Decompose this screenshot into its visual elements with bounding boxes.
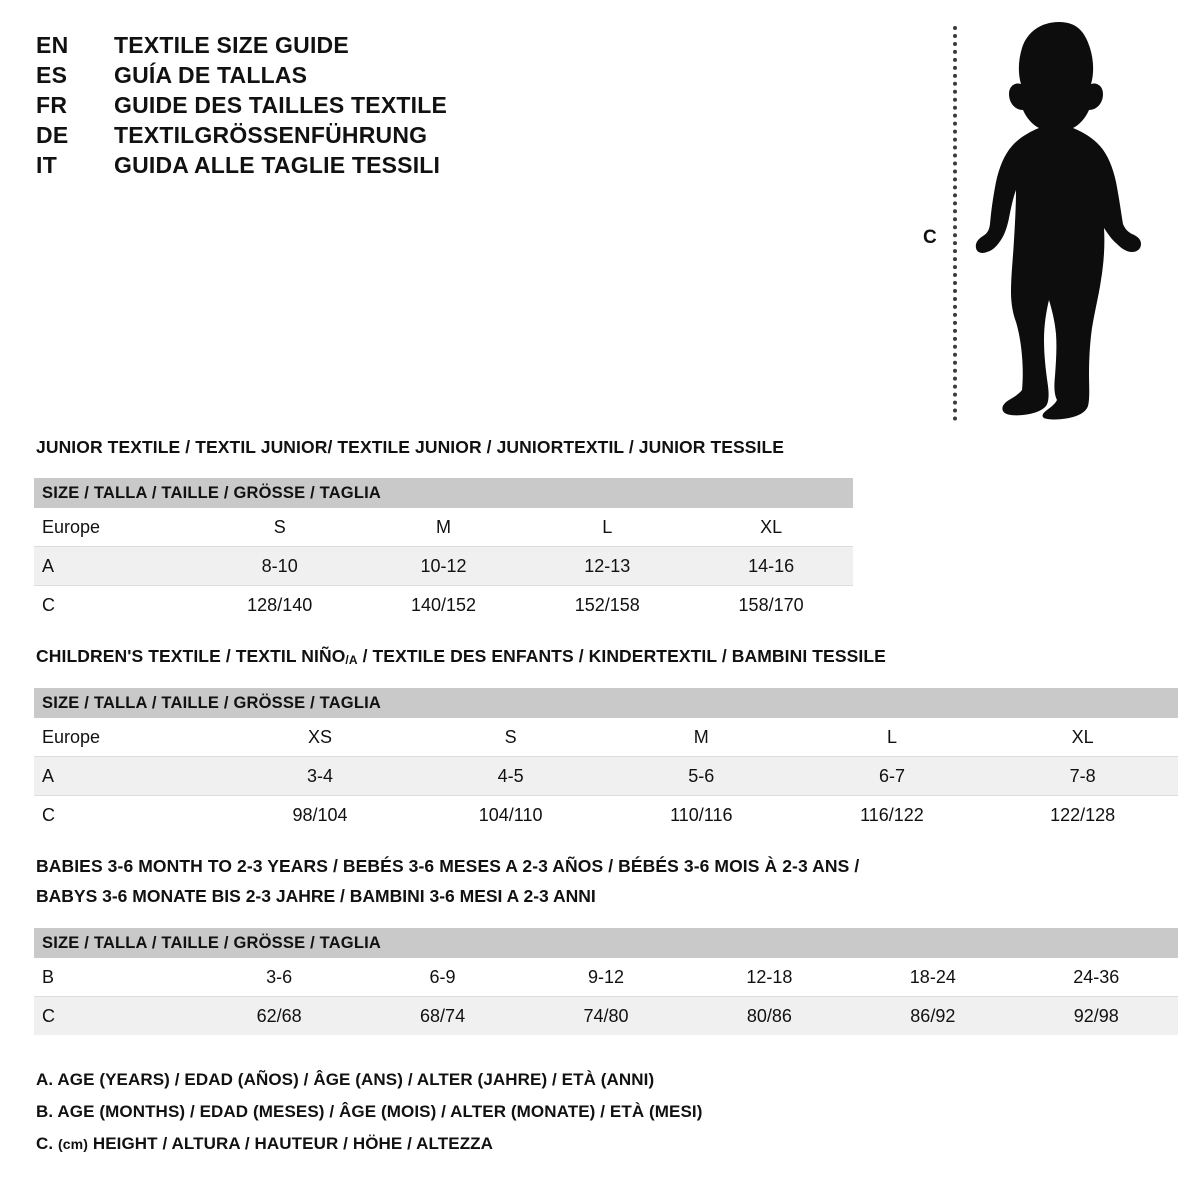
children-row-c-cell-2: 110/116: [605, 795, 797, 834]
junior-row-europe-cell-3: XL: [689, 508, 853, 547]
babies-row-b-label: B: [34, 958, 198, 997]
language-title-fr: GUIDE DES TAILLES TEXTILE: [114, 92, 447, 118]
legend-line-a: A. AGE (YEARS) / EDAD (AÑOS) / ÂGE (ANS)…: [36, 1070, 655, 1089]
babies-row-b-cell-0: 3-6: [197, 958, 361, 997]
junior-table-band-row: SIZE / TALLA / TAILLE / GRÖSSE / TAGLIA: [34, 478, 853, 508]
junior-row-a-cell-1: 10-12: [361, 546, 526, 586]
children-row-a: A 3-4 4-5 5-6 6-7 7-8: [34, 756, 1178, 796]
junior-row-a-cell-3: 14-16: [689, 546, 853, 586]
babies-table-band-row: SIZE / TALLA / TAILLE / GRÖSSE / TAGLIA: [34, 928, 1178, 958]
children-row-a-cell-3: 6-7: [796, 756, 988, 796]
language-code-de: DE: [36, 122, 69, 148]
language-row-en: EN TEXTILE SIZE GUIDE: [36, 32, 596, 62]
children-row-europe-cell-2: M: [605, 718, 797, 757]
junior-row-europe: Europe S M L XL: [34, 508, 853, 547]
children-row-c-label: C: [34, 795, 225, 834]
junior-row-europe-cell-2: L: [525, 508, 690, 547]
language-header-block: EN TEXTILE SIZE GUIDE ES GUÍA DE TALLAS …: [36, 32, 596, 182]
children-row-c: C 98/104 104/110 110/116 116/122 122/128: [34, 795, 1178, 834]
legend-line-c-unit: (cm): [58, 1136, 88, 1152]
children-row-europe: Europe XS S M L XL: [34, 718, 1178, 757]
babies-row-c-label: C: [34, 996, 198, 1035]
junior-row-a-cell-0: 8-10: [197, 546, 362, 586]
babies-row-c-cell-3: 80/86: [687, 996, 852, 1035]
babies-band-label: SIZE / TALLA / TAILLE / GRÖSSE / TAGLIA: [34, 928, 1178, 958]
babies-row-b-cell-4: 18-24: [851, 958, 1015, 997]
junior-row-europe-cell-0: S: [197, 508, 362, 547]
children-row-c-cell-4: 122/128: [987, 795, 1178, 834]
children-row-c-cell-1: 104/110: [415, 795, 606, 834]
legend-line-c: C. (cm) HEIGHT / ALTURA / HAUTEUR / HÖHE…: [36, 1128, 703, 1160]
language-title-es: GUÍA DE TALLAS: [114, 62, 308, 88]
children-row-europe-cell-0: XS: [224, 718, 416, 757]
legend-line-b: B. AGE (MONTHS) / EDAD (MESES) / ÂGE (MO…: [36, 1102, 703, 1121]
legend-line-c-rest: HEIGHT / ALTURA / HAUTEUR / HÖHE / ALTEZ…: [88, 1134, 494, 1153]
babies-row-c-cell-0: 62/68: [197, 996, 361, 1035]
children-row-a-cell-0: 3-4: [224, 756, 416, 796]
junior-row-c-cell-3: 158/170: [689, 585, 853, 624]
children-row-europe-cell-1: S: [415, 718, 606, 757]
babies-row-b-cell-2: 9-12: [524, 958, 688, 997]
junior-row-a-cell-2: 12-13: [525, 546, 690, 586]
language-title-de: TEXTILGRÖSSENFÜHRUNG: [114, 122, 428, 148]
babies-row-c: C 62/68 68/74 74/80 80/86 86/92 92/98: [34, 996, 1178, 1035]
legend-block: A. AGE (YEARS) / EDAD (AÑOS) / ÂGE (ANS)…: [36, 1064, 703, 1160]
junior-row-c-cell-1: 140/152: [361, 585, 526, 624]
babies-row-b-cell-1: 6-9: [360, 958, 525, 997]
children-title-subscript: /A: [345, 653, 358, 668]
section-title-babies-line1: BABIES 3-6 MONTH TO 2-3 YEARS / BEBÉS 3-…: [36, 856, 860, 876]
babies-row-c-cell-4: 86/92: [851, 996, 1015, 1035]
children-row-a-cell-4: 7-8: [987, 756, 1178, 796]
section-title-children: CHILDREN'S TEXTILE / TEXTIL NIÑO/A / TEX…: [36, 646, 886, 667]
junior-band-label: SIZE / TALLA / TAILLE / GRÖSSE / TAGLIA: [34, 478, 853, 508]
babies-row-b-cell-5: 24-36: [1014, 958, 1178, 997]
language-code-fr: FR: [36, 92, 68, 118]
language-row-de: DE TEXTILGRÖSSENFÜHRUNG: [36, 122, 596, 152]
babies-size-table: SIZE / TALLA / TAILLE / GRÖSSE / TAGLIA …: [34, 928, 1178, 1035]
babies-row-b: B 3-6 6-9 9-12 12-18 18-24 24-36: [34, 958, 1178, 997]
children-row-europe-label: Europe: [34, 718, 225, 757]
language-row-es: ES GUÍA DE TALLAS: [36, 62, 596, 92]
child-silhouette-icon: [975, 22, 1141, 420]
language-title-en: TEXTILE SIZE GUIDE: [114, 32, 349, 58]
height-measurement-figure: C: [905, 12, 1150, 422]
junior-row-a-label: A: [34, 546, 198, 586]
section-title-babies-line2: BABYS 3-6 MONATE BIS 2-3 JAHRE / BAMBINI…: [36, 886, 596, 906]
language-code-it: IT: [36, 152, 58, 178]
children-band-label: SIZE / TALLA / TAILLE / GRÖSSE / TAGLIA: [34, 688, 1178, 718]
junior-row-c: C 128/140 140/152 152/158 158/170: [34, 585, 853, 624]
babies-row-c-cell-5: 92/98: [1014, 996, 1178, 1035]
junior-size-table: SIZE / TALLA / TAILLE / GRÖSSE / TAGLIA …: [34, 478, 853, 624]
children-row-c-cell-3: 116/122: [796, 795, 988, 834]
measure-label-c: C: [923, 227, 937, 248]
section-title-junior: JUNIOR TEXTILE / TEXTIL JUNIOR/ TEXTILE …: [36, 437, 785, 457]
babies-row-b-cell-3: 12-18: [687, 958, 852, 997]
language-row-it: IT GUIDA ALLE TAGLIE TESSILI: [36, 152, 596, 182]
babies-row-c-cell-1: 68/74: [360, 996, 525, 1035]
junior-row-c-cell-0: 128/140: [197, 585, 362, 624]
legend-line-c-prefix: C.: [36, 1134, 59, 1153]
children-row-europe-cell-4: XL: [987, 718, 1178, 757]
children-size-table: SIZE / TALLA / TAILLE / GRÖSSE / TAGLIA …: [34, 688, 1178, 834]
dotted-height-line-icon: [953, 26, 957, 421]
children-title-part2: / TEXTILE DES ENFANTS / KINDERTEXTIL / B…: [357, 646, 886, 666]
language-code-es: ES: [36, 62, 68, 88]
language-code-en: EN: [36, 32, 69, 58]
children-row-a-label: A: [34, 756, 225, 796]
junior-row-europe-cell-1: M: [361, 508, 526, 547]
babies-row-c-cell-2: 74/80: [524, 996, 688, 1035]
children-row-a-cell-2: 5-6: [605, 756, 797, 796]
children-title-part1: CHILDREN'S TEXTILE / TEXTIL NIÑO: [36, 646, 346, 666]
junior-row-c-cell-2: 152/158: [525, 585, 690, 624]
children-row-c-cell-0: 98/104: [224, 795, 416, 834]
junior-row-a: A 8-10 10-12 12-13 14-16: [34, 546, 853, 586]
language-title-it: GUIDA ALLE TAGLIE TESSILI: [114, 152, 441, 178]
children-row-a-cell-1: 4-5: [415, 756, 606, 796]
language-row-fr: FR GUIDE DES TAILLES TEXTILE: [36, 92, 596, 122]
children-table-band-row: SIZE / TALLA / TAILLE / GRÖSSE / TAGLIA: [34, 688, 1178, 718]
children-row-europe-cell-3: L: [796, 718, 988, 757]
junior-row-c-label: C: [34, 585, 198, 624]
junior-row-europe-label: Europe: [34, 508, 198, 547]
